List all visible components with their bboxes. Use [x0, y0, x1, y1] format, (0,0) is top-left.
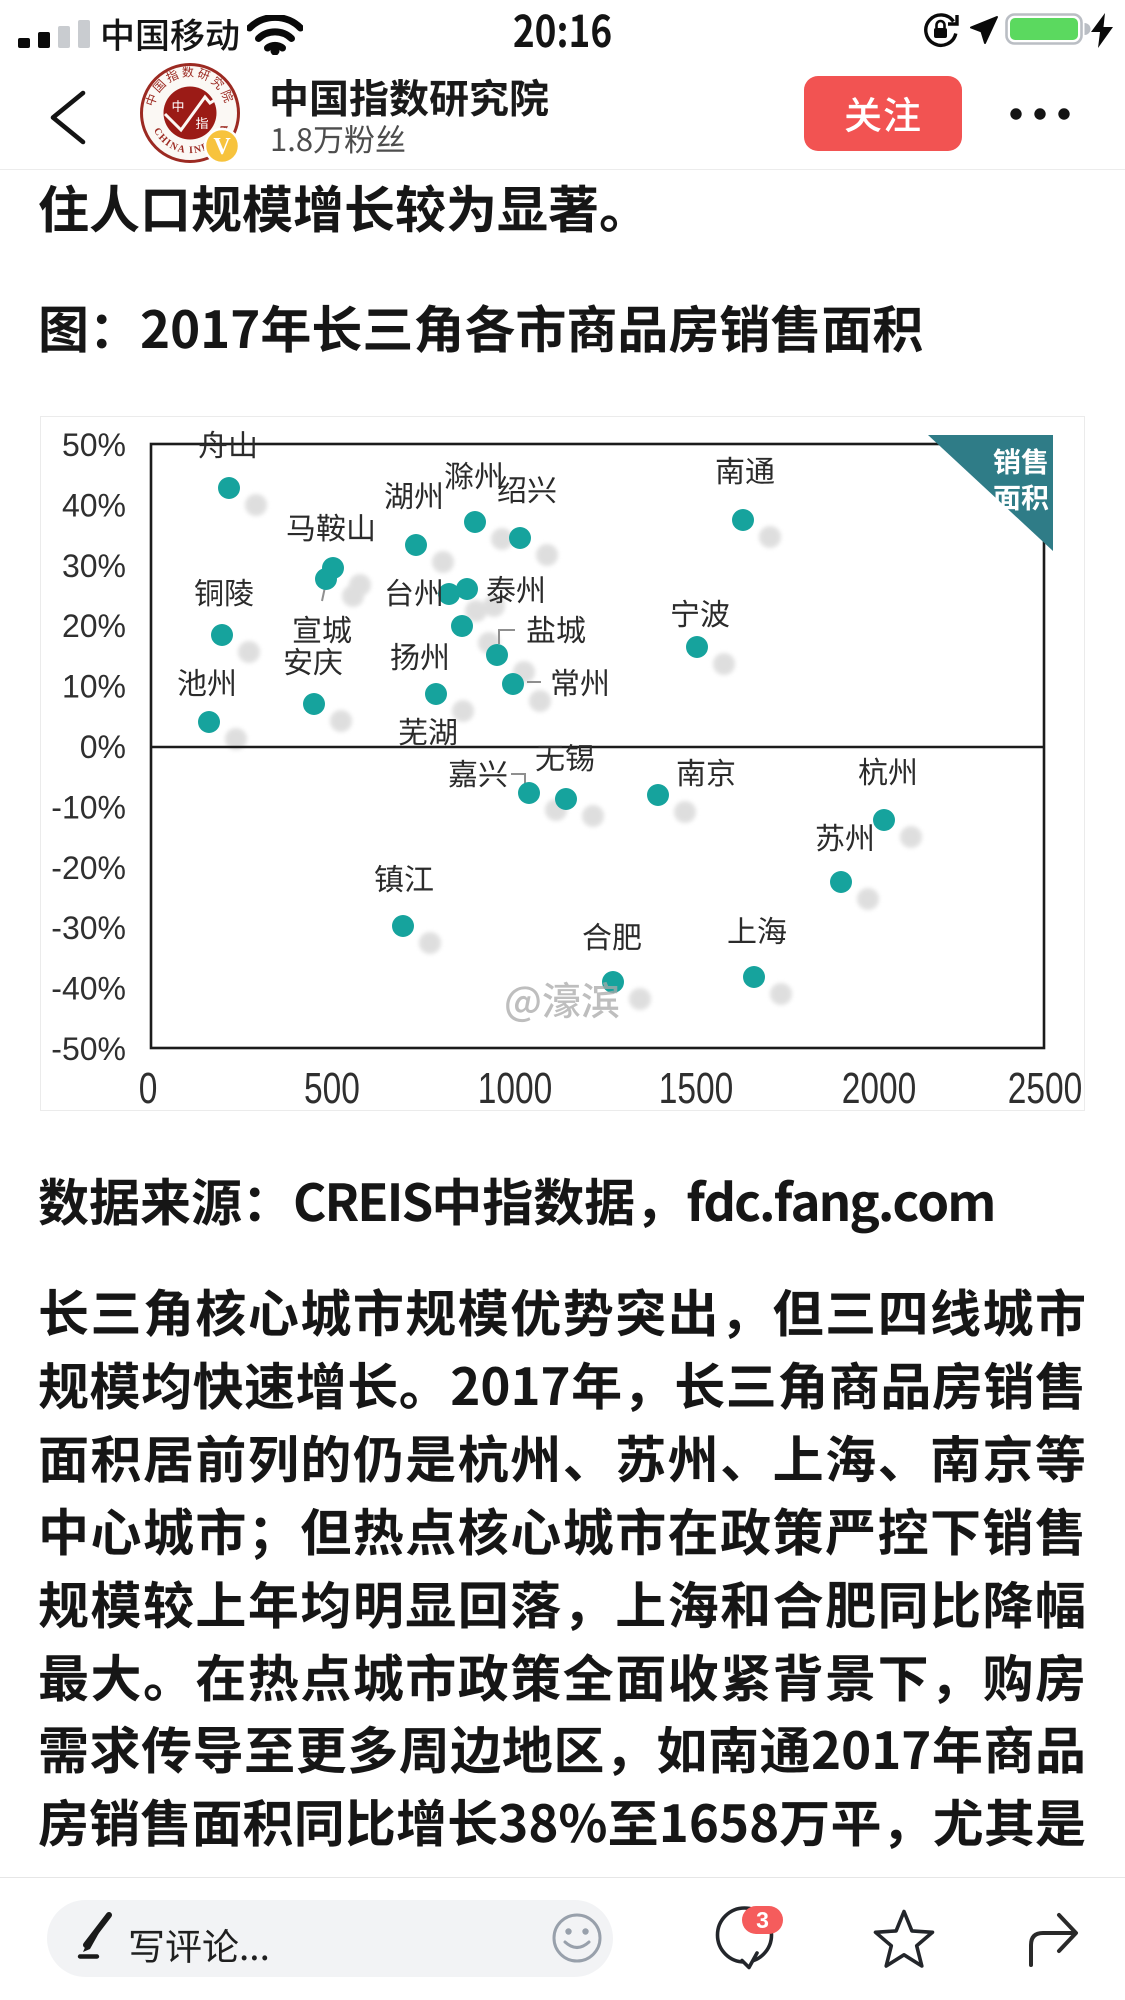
svg-text:合肥: 合肥 — [582, 913, 642, 957]
svg-text:10%: 10% — [62, 669, 126, 705]
svg-text:铜陵: 铜陵 — [194, 569, 254, 613]
svg-text:湖州: 湖州 — [384, 472, 444, 516]
svg-text:1500: 1500 — [659, 1065, 734, 1110]
svg-text:上海: 上海 — [727, 907, 787, 951]
svg-text:苏州: 苏州 — [815, 814, 875, 858]
svg-text:常州: 常州 — [550, 659, 610, 703]
svg-text:盐城: 盐城 — [526, 606, 586, 650]
svg-text:40%: 40% — [62, 487, 126, 523]
svg-text:指: 指 — [195, 113, 208, 132]
svg-text:扬州: 扬州 — [390, 633, 450, 677]
svg-text:0%: 0% — [80, 729, 126, 765]
svg-text:@濠滨: @濠滨 — [504, 971, 620, 1027]
svg-text:面积: 面积 — [993, 477, 1049, 517]
svg-text:2500: 2500 — [1008, 1065, 1083, 1110]
svg-text:宁波: 宁波 — [670, 590, 730, 634]
svg-text:-10%: -10% — [51, 789, 126, 825]
svg-text:0: 0 — [139, 1065, 158, 1110]
svg-text:中: 中 — [171, 96, 184, 115]
svg-text:安庆: 安庆 — [283, 638, 343, 682]
svg-text:滁州: 滁州 — [444, 452, 504, 496]
svg-text:台州: 台州 — [384, 569, 444, 613]
svg-text:-20%: -20% — [51, 850, 126, 886]
svg-text:芜湖: 芜湖 — [398, 708, 458, 752]
svg-text:南京: 南京 — [676, 749, 736, 793]
svg-text:-50%: -50% — [51, 1031, 126, 1067]
svg-text:杭州: 杭州 — [858, 748, 918, 792]
svg-text:绍兴: 绍兴 — [497, 466, 557, 510]
svg-text:1000: 1000 — [478, 1065, 553, 1110]
svg-text:500: 500 — [304, 1065, 360, 1110]
svg-text:无锡: 无锡 — [535, 734, 595, 778]
svg-text:2000: 2000 — [842, 1065, 917, 1110]
svg-text:3: 3 — [756, 1907, 769, 1933]
svg-text:池州: 池州 — [177, 659, 237, 703]
svg-text:-40%: -40% — [51, 971, 126, 1007]
svg-text:30%: 30% — [62, 548, 126, 584]
svg-text:镇江: 镇江 — [374, 855, 434, 899]
svg-text:南通: 南通 — [715, 447, 775, 491]
svg-text:-30%: -30% — [51, 910, 126, 946]
svg-text:50%: 50% — [62, 427, 126, 463]
svg-text:嘉兴: 嘉兴 — [448, 750, 508, 794]
svg-text:舟山: 舟山 — [198, 421, 258, 465]
svg-text:销售: 销售 — [993, 441, 1049, 481]
svg-text:20%: 20% — [62, 608, 126, 644]
svg-text:泰州: 泰州 — [486, 566, 546, 610]
svg-text:马鞍山: 马鞍山 — [286, 504, 376, 548]
svg-text:V: V — [213, 134, 231, 160]
svg-text:宣城: 宣城 — [292, 606, 352, 650]
